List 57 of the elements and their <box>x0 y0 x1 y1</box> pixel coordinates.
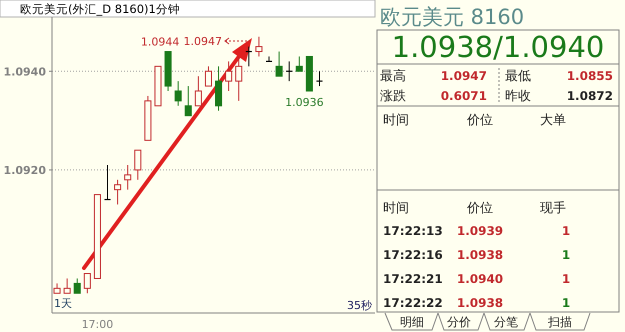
candlestick <box>114 179 122 205</box>
text: 1.0940 <box>456 272 504 286</box>
candlestick <box>54 282 61 294</box>
text: 时间 <box>383 113 409 128</box>
text: 价位 <box>466 201 493 216</box>
candlestick <box>255 36 262 57</box>
text: 最高 <box>380 68 406 84</box>
text: 昨收 <box>505 89 531 104</box>
text: 1 <box>562 296 570 310</box>
x-tick-label: 17:00 <box>82 318 114 331</box>
text: 分价 <box>447 315 471 329</box>
text: 大单 <box>540 113 566 128</box>
candlestick <box>225 60 232 92</box>
text: 时间 <box>383 201 409 216</box>
text: 1.0938 <box>456 248 504 262</box>
text: 0.6071 <box>440 89 487 103</box>
text: 现手 <box>540 201 566 216</box>
text: 1.0947 <box>440 69 487 83</box>
annotation: 1.0936 <box>285 96 324 109</box>
candlestick <box>124 164 132 190</box>
candlestick <box>74 278 81 294</box>
text: 17:22:16 <box>383 248 443 262</box>
candlestick <box>296 56 303 72</box>
annotation: 35秒 <box>347 299 372 312</box>
text: 1 <box>562 248 570 262</box>
candlestick <box>134 150 142 180</box>
text: 最低 <box>505 69 531 84</box>
candlestick <box>84 273 91 294</box>
text: 分笔 <box>494 315 518 329</box>
chart-title: 欧元美元(外汇_D 8160)1分钟 <box>20 2 180 16</box>
candlestick <box>276 51 283 77</box>
y-tick-label: 1.0920 <box>4 164 46 177</box>
text: 17:22:13 <box>383 224 443 238</box>
text: 1 <box>562 224 570 238</box>
candlestick <box>286 60 293 82</box>
text: 17:22:21 <box>383 272 443 286</box>
annotation: 1天 <box>54 297 72 310</box>
candlestick <box>194 76 202 106</box>
text: 1.0872 <box>566 89 613 103</box>
text: 欧元美元 8160 <box>380 5 524 29</box>
text: 明细 <box>400 315 424 329</box>
text: 1.0938/1.0940 <box>392 30 604 64</box>
candlestick <box>184 86 192 116</box>
annotation: 1.0944 <box>140 36 180 49</box>
candlestick <box>235 56 242 102</box>
text: 涨跌 <box>380 89 406 104</box>
text: 1 <box>562 272 570 286</box>
text: 1.0855 <box>566 69 613 83</box>
candlestick <box>174 80 182 106</box>
text: 1.0939 <box>456 224 504 238</box>
text: 17:22:22 <box>383 296 443 310</box>
text: 1.0938 <box>456 296 504 310</box>
candlestick <box>204 66 212 87</box>
candlestick <box>64 278 71 294</box>
text: 扫描 <box>547 315 572 329</box>
text: 价位 <box>466 113 493 128</box>
annotation: 1.0947 <box>184 35 222 48</box>
